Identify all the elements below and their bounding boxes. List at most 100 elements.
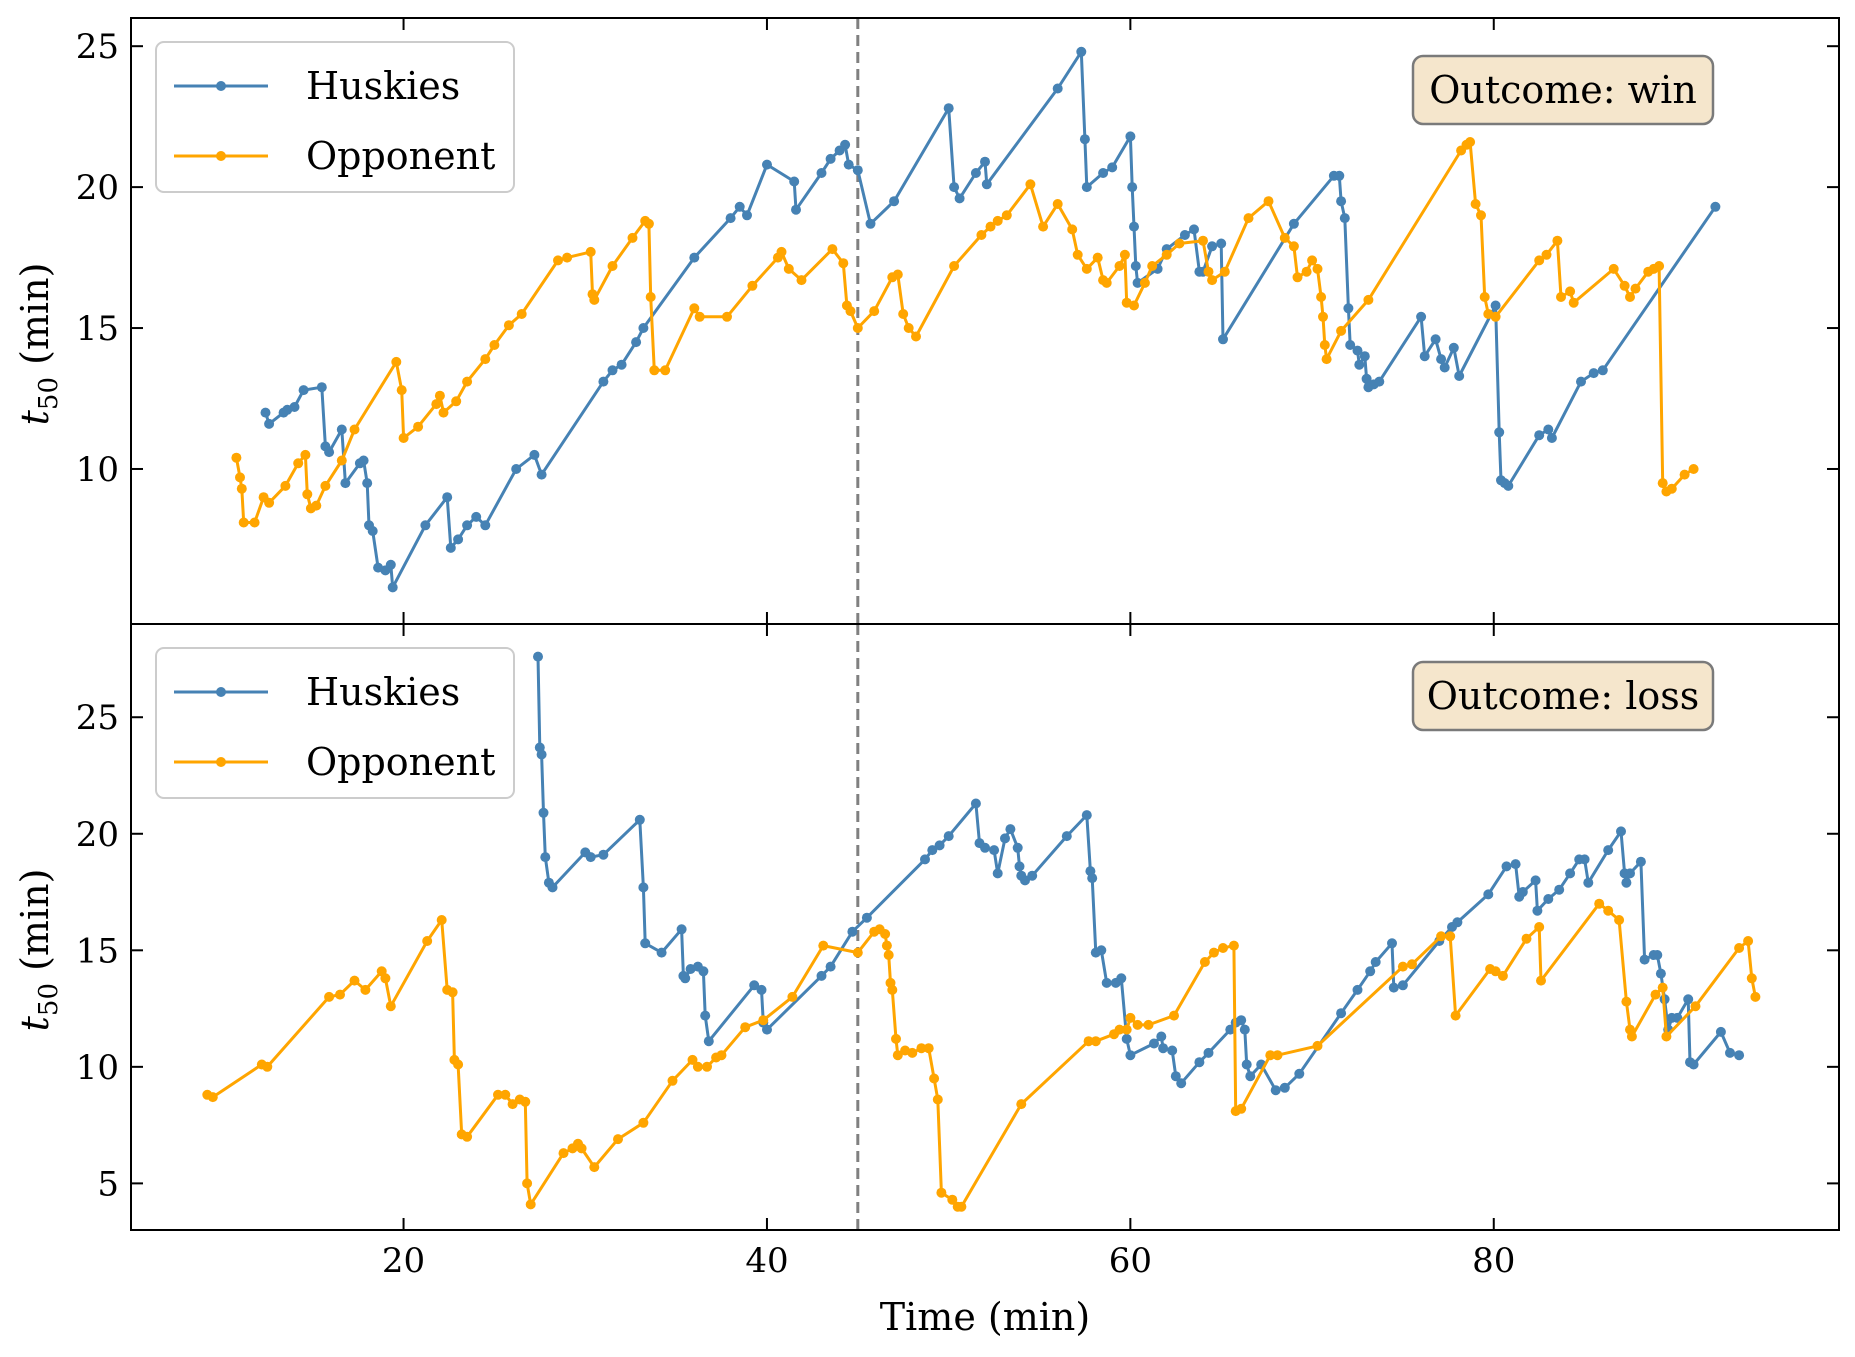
data-point	[1465, 137, 1476, 147]
data-point	[689, 252, 700, 263]
data-point	[451, 396, 462, 407]
data-point	[1121, 1033, 1132, 1044]
data-point	[762, 1024, 772, 1035]
data-point	[1688, 464, 1699, 474]
data-point	[634, 814, 645, 825]
data-point	[1679, 469, 1690, 480]
data-point	[1241, 1059, 1252, 1070]
data-point	[324, 447, 335, 458]
data-point	[1107, 162, 1118, 173]
data-point	[1129, 221, 1139, 232]
y-tick-label: 20	[76, 168, 119, 208]
legend-bottom: Huskies Opponent	[155, 647, 515, 799]
data-point	[936, 1187, 947, 1198]
data-point	[1352, 345, 1363, 356]
data-point	[1616, 826, 1626, 837]
data-point	[1307, 255, 1318, 266]
data-point	[1541, 249, 1552, 260]
data-point	[320, 480, 331, 491]
data-point	[891, 1033, 901, 1044]
data-point	[1016, 1099, 1027, 1110]
data-point	[1565, 286, 1576, 297]
x-axis-label: Time (min)	[880, 1295, 1090, 1339]
data-point	[1158, 1043, 1169, 1054]
legend-entry-opponent: Opponent	[174, 134, 495, 178]
data-point	[845, 306, 856, 317]
data-point	[1510, 859, 1521, 870]
data-point	[1218, 334, 1228, 345]
data-point	[585, 246, 596, 257]
data-point	[391, 356, 402, 367]
data-point	[1556, 292, 1566, 302]
data-point	[1130, 261, 1141, 271]
data-point	[898, 309, 909, 319]
data-point	[431, 399, 442, 410]
legend-swatch-marker	[216, 151, 226, 161]
data-point	[420, 520, 431, 531]
data-point	[816, 168, 827, 178]
data-point	[1490, 311, 1501, 322]
data-point	[262, 1061, 273, 1072]
data-point	[980, 156, 990, 167]
data-point	[1657, 478, 1668, 489]
data-point	[562, 252, 573, 263]
data-point	[1743, 936, 1754, 946]
data-point	[1125, 131, 1136, 142]
data-point	[645, 292, 656, 302]
data-point	[789, 176, 800, 187]
data-point	[1014, 861, 1025, 872]
data-point	[607, 261, 618, 271]
data-point	[1430, 334, 1441, 345]
data-point	[631, 337, 642, 348]
data-point	[434, 390, 445, 401]
data-point	[1203, 1047, 1214, 1058]
data-point	[445, 542, 456, 553]
data-point	[749, 980, 760, 991]
data-point	[1092, 252, 1103, 263]
data-point	[722, 311, 732, 322]
data-point	[1657, 982, 1668, 993]
data-point	[1083, 1036, 1094, 1047]
data-point	[1236, 1103, 1247, 1114]
data-point	[589, 1162, 600, 1173]
y-axis-label-top: t50 (min)	[13, 263, 64, 426]
data-point	[740, 1022, 751, 1033]
data-point	[1454, 371, 1465, 381]
panel-top: 10 15 20 25 t50 (min) Huskies Opponent Outco…	[13, 17, 1840, 625]
data-point	[1189, 224, 1199, 235]
x-tick-label: 20	[382, 1241, 425, 1281]
data-point	[385, 559, 396, 570]
data-point	[529, 449, 540, 460]
data-point	[249, 517, 260, 528]
data-point	[507, 1099, 518, 1110]
data-point	[852, 947, 863, 958]
data-point	[311, 500, 322, 511]
data-point	[643, 218, 654, 229]
legend-swatch-marker	[216, 687, 226, 697]
data-point	[1436, 354, 1447, 365]
data-point	[396, 385, 407, 396]
data-point	[1470, 199, 1481, 209]
data-point	[520, 1096, 531, 1107]
data-point	[1090, 1036, 1101, 1047]
data-point	[293, 458, 304, 469]
data-point	[725, 213, 736, 224]
data-point	[536, 469, 547, 480]
data-point	[1129, 300, 1139, 311]
data-point	[1635, 856, 1646, 867]
data-point	[776, 246, 787, 257]
data-point	[747, 280, 758, 291]
data-point	[656, 947, 667, 958]
data-point	[1452, 917, 1463, 928]
data-point	[1374, 376, 1385, 387]
data-point	[1012, 842, 1023, 853]
panel-bottom: 20 40 60 80 5 10 15 20 25 t50 (min) Huskies Oppo…	[13, 623, 1840, 1281]
data-point	[1076, 46, 1087, 57]
data-point	[302, 489, 313, 500]
data-point	[892, 1050, 903, 1061]
data-point	[756, 984, 767, 995]
data-point	[1236, 1015, 1247, 1026]
legend-label: Opponent	[306, 134, 495, 178]
data-point	[533, 651, 543, 662]
data-point	[238, 517, 249, 528]
